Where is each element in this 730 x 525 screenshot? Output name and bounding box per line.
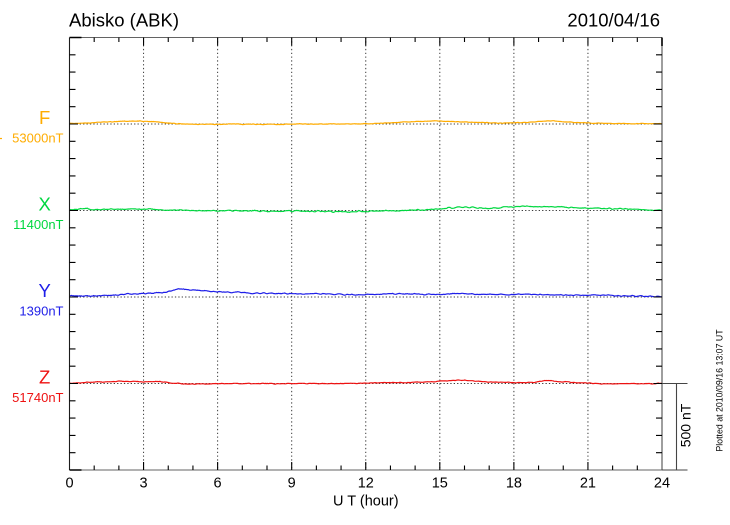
svg-text:Abisko (ABK): Abisko (ABK) [69,10,179,31]
svg-text:2010/04/16: 2010/04/16 [567,10,660,31]
svg-text:X: X [39,194,51,215]
svg-text:3: 3 [140,476,148,492]
svg-text:F: F [39,107,50,128]
svg-text:12: 12 [358,476,374,492]
svg-text:51740nT: 51740nT [12,390,63,405]
svg-text:U T (hour): U T (hour) [333,494,399,510]
svg-text:53000nT: 53000nT [12,130,63,145]
svg-text:Z: Z [39,367,50,388]
svg-text:18: 18 [506,476,522,492]
svg-text:24: 24 [654,476,670,492]
svg-text:1390nT: 1390nT [19,303,63,318]
svg-text:Y: Y [39,280,51,301]
svg-text:21: 21 [580,476,596,492]
svg-text:11400nT: 11400nT [13,217,63,232]
svg-text:Plotted at 2010/09/16 13:07 UT: Plotted at 2010/09/16 13:07 UT [715,329,725,452]
svg-text:15: 15 [432,476,448,492]
svg-text:0: 0 [65,476,73,492]
svg-text:500 nT: 500 nT [678,403,694,447]
svg-text:9: 9 [288,476,296,492]
svg-text:6: 6 [214,476,222,492]
